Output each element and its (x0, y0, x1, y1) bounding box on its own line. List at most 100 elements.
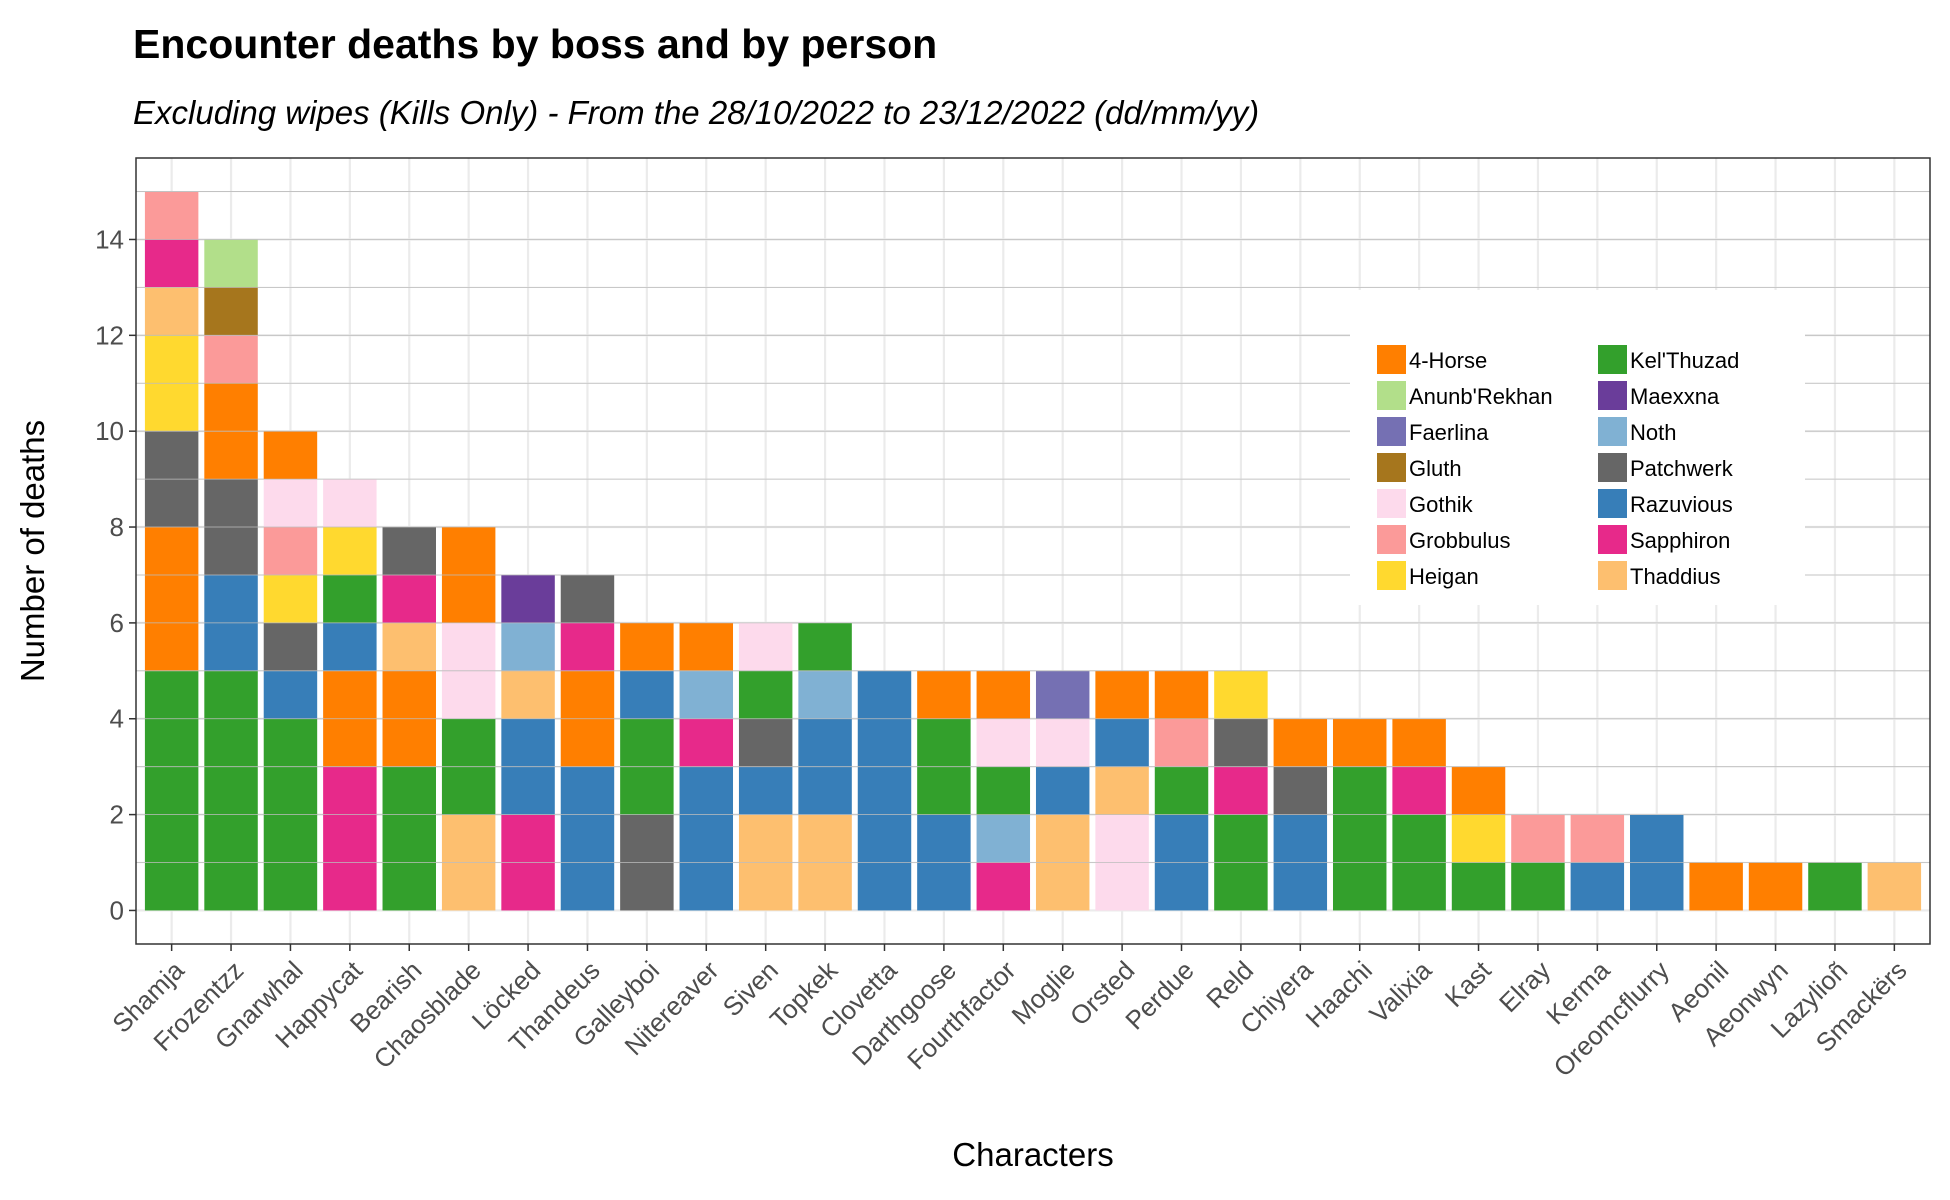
bar-stack-Bearish (382, 527, 436, 911)
bar-segment (1273, 718, 1328, 767)
bar-stack-Elray (1511, 814, 1565, 911)
bar-segment (917, 766, 971, 815)
bar-segment (441, 574, 496, 623)
legend-swatch (1377, 381, 1406, 410)
bar-segment (204, 862, 258, 911)
bar-segment (382, 766, 436, 815)
bar-segment (1332, 862, 1387, 911)
bar-segment (263, 622, 318, 671)
legend-label: Maexxna (1630, 384, 1720, 409)
bar-segment (798, 622, 852, 671)
bar-segment (323, 479, 377, 528)
bar-segment (263, 574, 318, 623)
bar-segment (441, 814, 496, 863)
bar-stack-Smackërs (1867, 862, 1922, 911)
legend-label: Razuvious (1630, 492, 1733, 517)
legend-label: Thaddius (1630, 564, 1721, 589)
bar-stack-Shamja (144, 191, 199, 911)
bar-stack-Löcked (501, 574, 555, 911)
bar-segment (144, 335, 199, 384)
bar-segment (501, 718, 555, 767)
bar-segment (144, 239, 199, 288)
bar-segment (917, 862, 971, 911)
bar-segment (976, 670, 1031, 719)
bar-segment (144, 622, 199, 671)
bar-segment (323, 622, 377, 671)
x-axis: ShamjaFrozentzzGnarwhalHappycatBearishCh… (106, 944, 1913, 1082)
bar-segment (1570, 862, 1625, 911)
y-tick-label: 8 (110, 512, 124, 542)
bar-stack-Siven (738, 622, 793, 911)
bar-stack-Lazylioñ (1808, 862, 1862, 911)
bar-segment (620, 670, 674, 719)
y-tick-label: 2 (110, 800, 124, 830)
bar-segment (976, 814, 1031, 863)
bar-segment (501, 622, 555, 671)
legend-label: Noth (1630, 420, 1676, 445)
bar-segment (1214, 670, 1268, 719)
bar-segment (1630, 862, 1684, 911)
bar-segment (441, 527, 496, 575)
bar-segment (679, 718, 734, 767)
bar-stack-Thandeus (560, 574, 615, 911)
bar-segment (144, 191, 199, 240)
legend-swatch (1377, 345, 1406, 374)
bar-segment (144, 527, 199, 575)
bar-segment (323, 814, 377, 863)
bar-segment (1154, 862, 1209, 911)
bar-segment (263, 670, 318, 719)
bar-segment (976, 718, 1031, 767)
bar-segment (1035, 766, 1090, 815)
bar-segment (144, 479, 199, 528)
bar-segment (263, 527, 318, 575)
bar-segment (204, 527, 258, 575)
y-tick-label: 6 (110, 608, 124, 638)
bar-segment (263, 431, 318, 480)
x-axis-title: Characters (952, 1136, 1113, 1173)
legend-label: Gluth (1409, 456, 1462, 481)
bar-segment (798, 862, 852, 911)
legend-swatch (1598, 345, 1627, 374)
bar-segment (620, 718, 674, 767)
bar-segment (263, 862, 318, 911)
bar-segment (382, 574, 436, 623)
bar-stack-Aeonil (1689, 862, 1743, 911)
bar-segment (501, 766, 555, 815)
bar-segment (1273, 862, 1328, 911)
plot-border (135, 157, 1931, 945)
bar-segment (798, 814, 852, 863)
bar-stack-Reld (1214, 670, 1268, 911)
bar-segment (204, 431, 258, 480)
bar-segment (1154, 814, 1209, 863)
bar-segment (441, 622, 496, 671)
legend: 4-Horse Anunb'Rekhan Faerlina Gluth Gothik Gr… (1350, 290, 1805, 605)
bar-segment (382, 670, 436, 719)
bar-segment (1154, 766, 1209, 815)
bar-segment (204, 670, 258, 719)
bar-segment (738, 766, 793, 815)
bar-stack-Nitereaver (679, 622, 734, 911)
bar-segment (1214, 766, 1268, 815)
bar-segment (204, 239, 258, 288)
legend-label: Sapphiron (1630, 528, 1730, 553)
bar-segment (263, 766, 318, 815)
bar-segment (976, 862, 1031, 911)
bar-segment (1511, 814, 1565, 863)
bar-segment (441, 718, 496, 767)
bar-stack-Galleyboi (620, 622, 674, 911)
bar-segment (1451, 766, 1506, 815)
bar-segment (204, 814, 258, 863)
bar-segment (857, 862, 912, 911)
bar-stack-Clovetta (857, 670, 912, 911)
bar-segment (144, 670, 199, 719)
bar-segment (501, 814, 555, 863)
bar-segment (857, 670, 912, 719)
bar-segment (144, 718, 199, 767)
bar-segment (976, 766, 1031, 815)
bar-segment (1808, 862, 1862, 911)
bar-stack-Kast (1451, 766, 1506, 911)
bar-stack-Orsted (1095, 670, 1149, 911)
bar-segment (1689, 862, 1743, 911)
bar-segment (204, 335, 258, 384)
bar-segment (560, 862, 615, 911)
